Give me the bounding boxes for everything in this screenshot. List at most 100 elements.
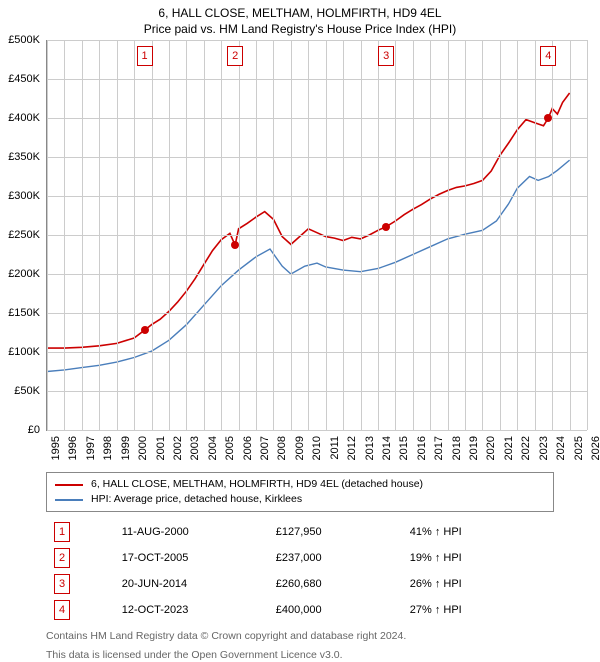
y-axis-label: £250K <box>0 229 40 241</box>
sale-marker <box>231 241 239 249</box>
gridline-h <box>47 352 587 353</box>
y-axis-label: £200K <box>0 268 40 280</box>
gridline-v <box>256 40 257 430</box>
gridline-h <box>47 79 587 80</box>
x-axis-label: 2002 <box>172 436 184 460</box>
gridline-v <box>587 40 588 430</box>
x-axis-label: 2022 <box>520 436 532 460</box>
gridline-v <box>64 40 65 430</box>
x-axis-label: 1999 <box>120 436 132 460</box>
gridline-v <box>117 40 118 430</box>
event-delta: 26% ↑ HPI <box>404 572 554 596</box>
gridline-v <box>361 40 362 430</box>
event-number: 4 <box>54 600 70 620</box>
gridline-v <box>343 40 344 430</box>
event-delta: 27% ↑ HPI <box>404 598 554 622</box>
event-date: 12-OCT-2023 <box>116 598 268 622</box>
y-axis-label: £500K <box>0 34 40 46</box>
event-row: 320-JUN-2014£260,68026% ↑ HPI <box>48 572 554 596</box>
y-axis-label: £50K <box>0 385 40 397</box>
gridline-h <box>47 430 587 431</box>
event-number: 3 <box>54 574 70 594</box>
legend-swatch <box>55 499 83 501</box>
gridline-v <box>82 40 83 430</box>
gridline-v <box>273 40 274 430</box>
gridline-h <box>47 391 587 392</box>
x-axis-label: 2004 <box>207 436 219 460</box>
x-axis-label: 1998 <box>102 436 114 460</box>
x-axis-label: 2025 <box>573 436 585 460</box>
x-axis-label: 1997 <box>85 436 97 460</box>
gridline-v <box>221 40 222 430</box>
gridline-v <box>99 40 100 430</box>
sale-marker <box>141 326 149 334</box>
gridline-h <box>47 118 587 119</box>
gridline-v <box>395 40 396 430</box>
events-table: 111-AUG-2000£127,95041% ↑ HPI217-OCT-200… <box>46 518 556 624</box>
legend: 6, HALL CLOSE, MELTHAM, HOLMFIRTH, HD9 4… <box>46 472 554 512</box>
gridline-v <box>482 40 483 430</box>
gridline-v <box>378 40 379 430</box>
x-axis-label: 2009 <box>294 436 306 460</box>
event-flag: 3 <box>378 46 394 66</box>
gridline-v <box>204 40 205 430</box>
event-flag: 2 <box>227 46 243 66</box>
x-axis-label: 2006 <box>242 436 254 460</box>
gridline-v <box>430 40 431 430</box>
x-axis-label: 2003 <box>189 436 201 460</box>
event-date: 20-JUN-2014 <box>116 572 268 596</box>
footer-licence: This data is licensed under the Open Gov… <box>46 649 590 662</box>
event-date: 11-AUG-2000 <box>116 520 268 544</box>
legend-item-price-paid: 6, HALL CLOSE, MELTHAM, HOLMFIRTH, HD9 4… <box>55 477 545 492</box>
gridline-v <box>47 40 48 430</box>
event-row: 1 11-AUG-2000£127,95041% ↑ HPI <box>48 520 554 544</box>
plot-region: 1 2 3 4 <box>46 40 587 431</box>
chart-subtitle: Price paid vs. HM Land Registry's House … <box>0 20 600 40</box>
gridline-h <box>47 313 587 314</box>
x-axis-label: 2001 <box>155 436 167 460</box>
event-number: 1 <box>54 522 70 542</box>
x-axis-label: 1995 <box>50 436 62 460</box>
gridline-v <box>552 40 553 430</box>
x-axis-label: 2007 <box>259 436 271 460</box>
gridline-v <box>152 40 153 430</box>
event-delta: 41% ↑ HPI <box>404 520 554 544</box>
y-axis-label: £300K <box>0 190 40 202</box>
gridline-v <box>500 40 501 430</box>
sale-marker <box>544 114 552 122</box>
gridline-v <box>413 40 414 430</box>
x-axis-label: 2008 <box>276 436 288 460</box>
gridline-v <box>570 40 571 430</box>
x-axis-label: 2020 <box>485 436 497 460</box>
gridline-h <box>47 235 587 236</box>
y-axis-label: £0 <box>0 424 40 436</box>
x-axis-label: 2016 <box>416 436 428 460</box>
x-axis-label: 2017 <box>433 436 445 460</box>
gridline-h <box>47 274 587 275</box>
gridline-v <box>517 40 518 430</box>
gridline-v <box>134 40 135 430</box>
x-axis-label: 2024 <box>555 436 567 460</box>
x-axis-label: 2021 <box>503 436 515 460</box>
x-axis-label: 2010 <box>311 436 323 460</box>
x-axis-label: 2000 <box>137 436 149 460</box>
x-axis-label: 2012 <box>346 436 358 460</box>
event-flag: 4 <box>540 46 556 66</box>
gridline-v <box>186 40 187 430</box>
x-axis-label: 2014 <box>381 436 393 460</box>
x-axis-label: 2019 <box>468 436 480 460</box>
x-axis-label: 2026 <box>590 436 600 460</box>
gridline-h <box>47 40 587 41</box>
event-flag: 1 <box>137 46 153 66</box>
event-price: £127,950 <box>270 520 402 544</box>
gridline-v <box>465 40 466 430</box>
event-delta: 19% ↑ HPI <box>404 546 554 570</box>
y-axis-label: £400K <box>0 112 40 124</box>
legend-item-hpi: HPI: Average price, detached house, Kirk… <box>55 492 545 507</box>
gridline-v <box>326 40 327 430</box>
x-axis-label: 2023 <box>538 436 550 460</box>
gridline-v <box>291 40 292 430</box>
event-price: £237,000 <box>270 546 402 570</box>
gridline-h <box>47 196 587 197</box>
gridline-v <box>535 40 536 430</box>
